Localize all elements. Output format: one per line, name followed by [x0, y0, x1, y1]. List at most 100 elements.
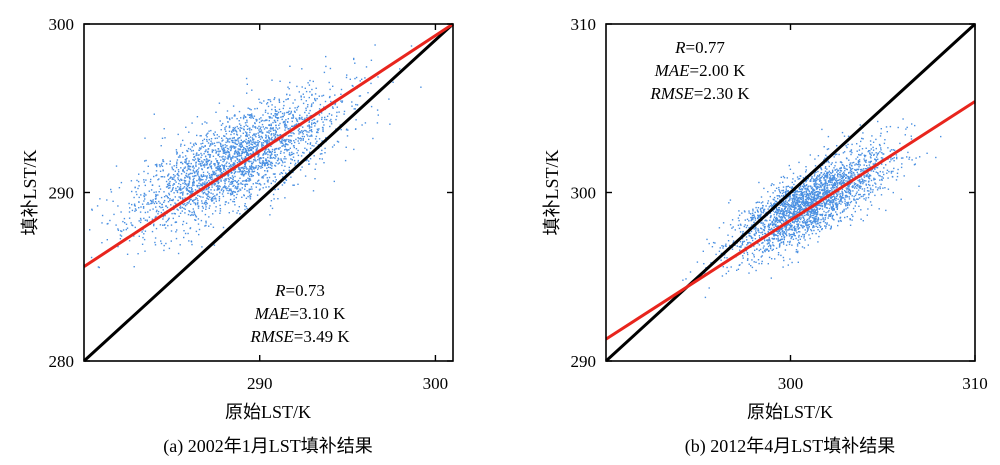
data-point	[737, 268, 740, 270]
data-point	[225, 130, 227, 132]
data-point	[180, 161, 182, 164]
data-point	[266, 127, 268, 129]
data-point	[786, 211, 788, 213]
data-point	[210, 176, 212, 178]
data-point	[753, 234, 755, 236]
data-point	[759, 208, 762, 210]
data-point	[738, 219, 740, 222]
data-point	[273, 138, 276, 140]
data-point	[306, 159, 308, 161]
data-point	[777, 229, 780, 231]
data-point	[194, 158, 197, 160]
data-point	[802, 177, 805, 179]
data-point	[282, 142, 284, 145]
data-point	[768, 206, 770, 208]
data-point	[834, 202, 837, 204]
data-point	[150, 189, 153, 191]
data-point	[215, 152, 217, 154]
data-point	[234, 204, 236, 206]
data-point	[171, 168, 174, 170]
data-point	[811, 210, 813, 212]
data-point	[846, 216, 848, 218]
data-point	[814, 211, 816, 214]
data-point	[763, 208, 766, 211]
data-point	[786, 215, 788, 217]
data-point	[803, 182, 805, 185]
data-point	[274, 148, 276, 150]
data-point	[205, 204, 207, 206]
data-point	[783, 214, 785, 216]
data-point	[319, 103, 322, 106]
data-point	[248, 168, 250, 170]
data-point	[854, 168, 856, 171]
data-point	[298, 128, 300, 130]
data-point	[770, 184, 772, 187]
data-point	[197, 169, 199, 171]
data-point	[250, 117, 252, 119]
data-point	[752, 239, 754, 242]
data-point	[208, 173, 210, 175]
data-point	[177, 252, 180, 255]
data-point	[253, 159, 255, 161]
data-point	[193, 184, 195, 186]
data-point	[217, 184, 219, 187]
data-point	[153, 223, 155, 225]
data-point	[803, 233, 806, 236]
data-point	[246, 168, 248, 170]
data-point	[241, 187, 243, 189]
data-point	[798, 161, 800, 164]
data-point	[872, 163, 874, 165]
data-point	[139, 221, 142, 224]
data-point	[838, 179, 840, 181]
data-point	[233, 162, 236, 164]
data-point	[851, 151, 853, 154]
data-point	[205, 149, 207, 151]
data-point	[848, 186, 850, 188]
data-point	[819, 207, 821, 210]
data-point	[197, 158, 199, 161]
data-point	[836, 205, 838, 208]
data-point	[207, 198, 210, 200]
data-point	[143, 192, 146, 195]
data-point	[774, 211, 776, 214]
data-point	[824, 225, 826, 227]
data-point	[884, 139, 886, 141]
data-point	[165, 194, 167, 197]
data-point	[329, 88, 331, 91]
data-point	[218, 199, 220, 202]
data-point	[193, 210, 195, 212]
data-point	[241, 127, 243, 129]
data-point	[741, 238, 744, 240]
data-point	[248, 169, 250, 172]
data-point	[793, 206, 795, 208]
data-point	[145, 159, 147, 162]
data-point	[750, 216, 752, 219]
data-point	[874, 168, 876, 170]
data-point	[820, 185, 822, 187]
data-point	[176, 153, 178, 155]
data-point	[277, 163, 279, 165]
data-point	[146, 203, 148, 205]
data-point	[845, 174, 848, 176]
data-point	[844, 174, 847, 176]
data-point	[250, 167, 252, 169]
data-point	[825, 175, 827, 177]
data-point	[246, 132, 248, 134]
data-point	[865, 180, 867, 182]
data-point	[767, 231, 770, 234]
data-point	[306, 131, 308, 133]
data-point	[282, 115, 284, 118]
data-point	[242, 167, 244, 169]
data-point	[794, 198, 797, 200]
data-point	[804, 214, 806, 217]
data-point	[787, 204, 789, 207]
data-point	[242, 140, 245, 143]
data-point	[834, 203, 837, 205]
data-point	[228, 126, 231, 129]
data-point	[848, 159, 850, 161]
data-point	[806, 226, 808, 228]
data-point	[302, 93, 304, 95]
data-point	[899, 142, 901, 145]
data-point	[224, 169, 227, 171]
data-point	[175, 151, 178, 153]
